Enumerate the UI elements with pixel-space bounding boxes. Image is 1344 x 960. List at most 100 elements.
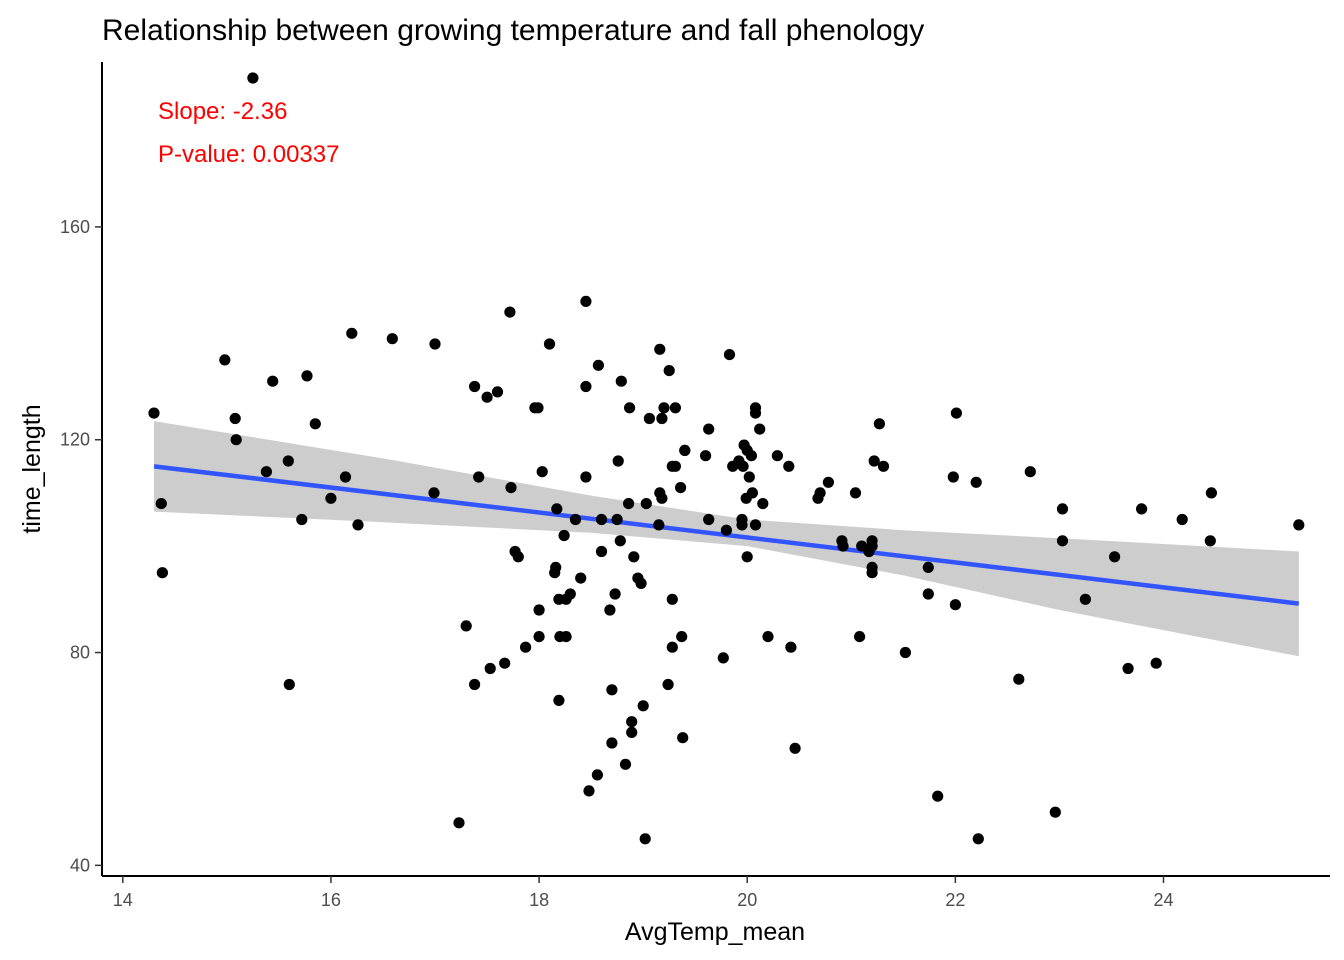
data-point — [643, 412, 656, 425]
data-point — [717, 652, 729, 664]
data-point — [677, 732, 689, 744]
data-points — [148, 72, 1305, 845]
data-point — [723, 349, 736, 361]
x-axis-ticks: 14 16 18 20 22 24 — [113, 876, 1174, 910]
p-value-annotation: P-value: 0.00337 — [158, 141, 339, 168]
data-point — [771, 450, 784, 462]
data-point — [499, 657, 511, 669]
data-point — [970, 476, 982, 488]
confidence-band-area — [154, 421, 1299, 657]
data-point — [679, 444, 691, 456]
data-point — [746, 487, 759, 499]
data-point — [656, 492, 668, 504]
data-point — [1024, 466, 1036, 478]
data-point — [1293, 519, 1305, 531]
data-point — [837, 540, 849, 552]
data-point — [628, 551, 640, 563]
data-point — [619, 758, 632, 770]
y-axis-title: time_length — [18, 404, 46, 533]
data-point — [543, 338, 556, 350]
data-point — [932, 790, 944, 802]
data-point — [580, 471, 592, 483]
data-point — [635, 577, 647, 590]
data-point — [428, 487, 440, 499]
data-point — [386, 333, 398, 345]
data-point — [453, 817, 465, 829]
data-point — [229, 412, 241, 425]
data-point — [595, 513, 608, 526]
data-point — [346, 327, 358, 339]
chart-title: Relationship between growing temperature… — [102, 14, 924, 47]
data-point — [148, 407, 160, 419]
data-point — [949, 599, 962, 611]
data-point — [972, 833, 984, 845]
data-point — [460, 620, 472, 632]
data-point — [720, 524, 733, 536]
data-point — [663, 365, 675, 377]
data-point — [614, 535, 626, 547]
data-point — [814, 487, 826, 499]
data-point — [339, 471, 352, 483]
data-point — [550, 561, 562, 574]
data-point — [654, 343, 666, 355]
data-point — [309, 418, 321, 430]
data-point — [737, 460, 749, 472]
data-point — [512, 551, 524, 563]
data-point — [1136, 503, 1148, 515]
data-point — [1013, 673, 1025, 685]
data-point — [947, 471, 959, 483]
data-point — [666, 641, 678, 653]
data-point — [877, 460, 890, 472]
data-point — [1079, 593, 1091, 605]
data-point — [1056, 503, 1069, 515]
data-point — [822, 476, 835, 488]
data-point — [484, 662, 496, 675]
data-point — [675, 482, 687, 494]
data-point — [736, 519, 748, 531]
data-point — [754, 423, 766, 435]
data-point — [640, 498, 652, 510]
data-point — [504, 306, 516, 318]
data-point — [743, 471, 755, 483]
data-point — [1204, 535, 1216, 547]
data-point — [155, 498, 167, 510]
y-tick-label: 80 — [70, 643, 90, 663]
data-point — [703, 423, 715, 435]
data-point — [868, 455, 880, 467]
data-point — [1049, 806, 1061, 818]
data-point — [626, 716, 638, 728]
data-point — [866, 540, 878, 552]
data-point — [230, 434, 242, 446]
data-point — [745, 450, 758, 462]
x-tick-label: 22 — [945, 890, 965, 910]
data-point — [536, 466, 548, 478]
data-point — [352, 519, 364, 531]
y-tick-label: 120 — [60, 430, 90, 450]
slope-annotation: Slope: -2.36 — [158, 98, 287, 125]
data-point — [469, 380, 481, 393]
data-point — [260, 466, 272, 478]
data-point — [666, 593, 678, 605]
data-point — [267, 375, 279, 387]
data-point — [560, 631, 572, 643]
data-point — [551, 503, 563, 515]
data-point — [637, 700, 649, 712]
data-point — [669, 460, 682, 472]
data-point — [583, 785, 595, 797]
data-point — [950, 407, 963, 419]
data-point — [301, 370, 313, 382]
x-tick-label: 16 — [321, 890, 341, 910]
data-point — [922, 588, 934, 600]
data-point — [1109, 551, 1121, 563]
data-point — [592, 359, 605, 371]
data-point — [899, 646, 912, 659]
data-point — [606, 737, 618, 749]
data-point — [553, 694, 565, 707]
data-point — [922, 561, 934, 574]
data-point — [612, 455, 624, 467]
data-point — [296, 513, 308, 526]
data-point — [785, 641, 797, 653]
data-point — [662, 678, 674, 691]
data-point — [626, 726, 638, 739]
